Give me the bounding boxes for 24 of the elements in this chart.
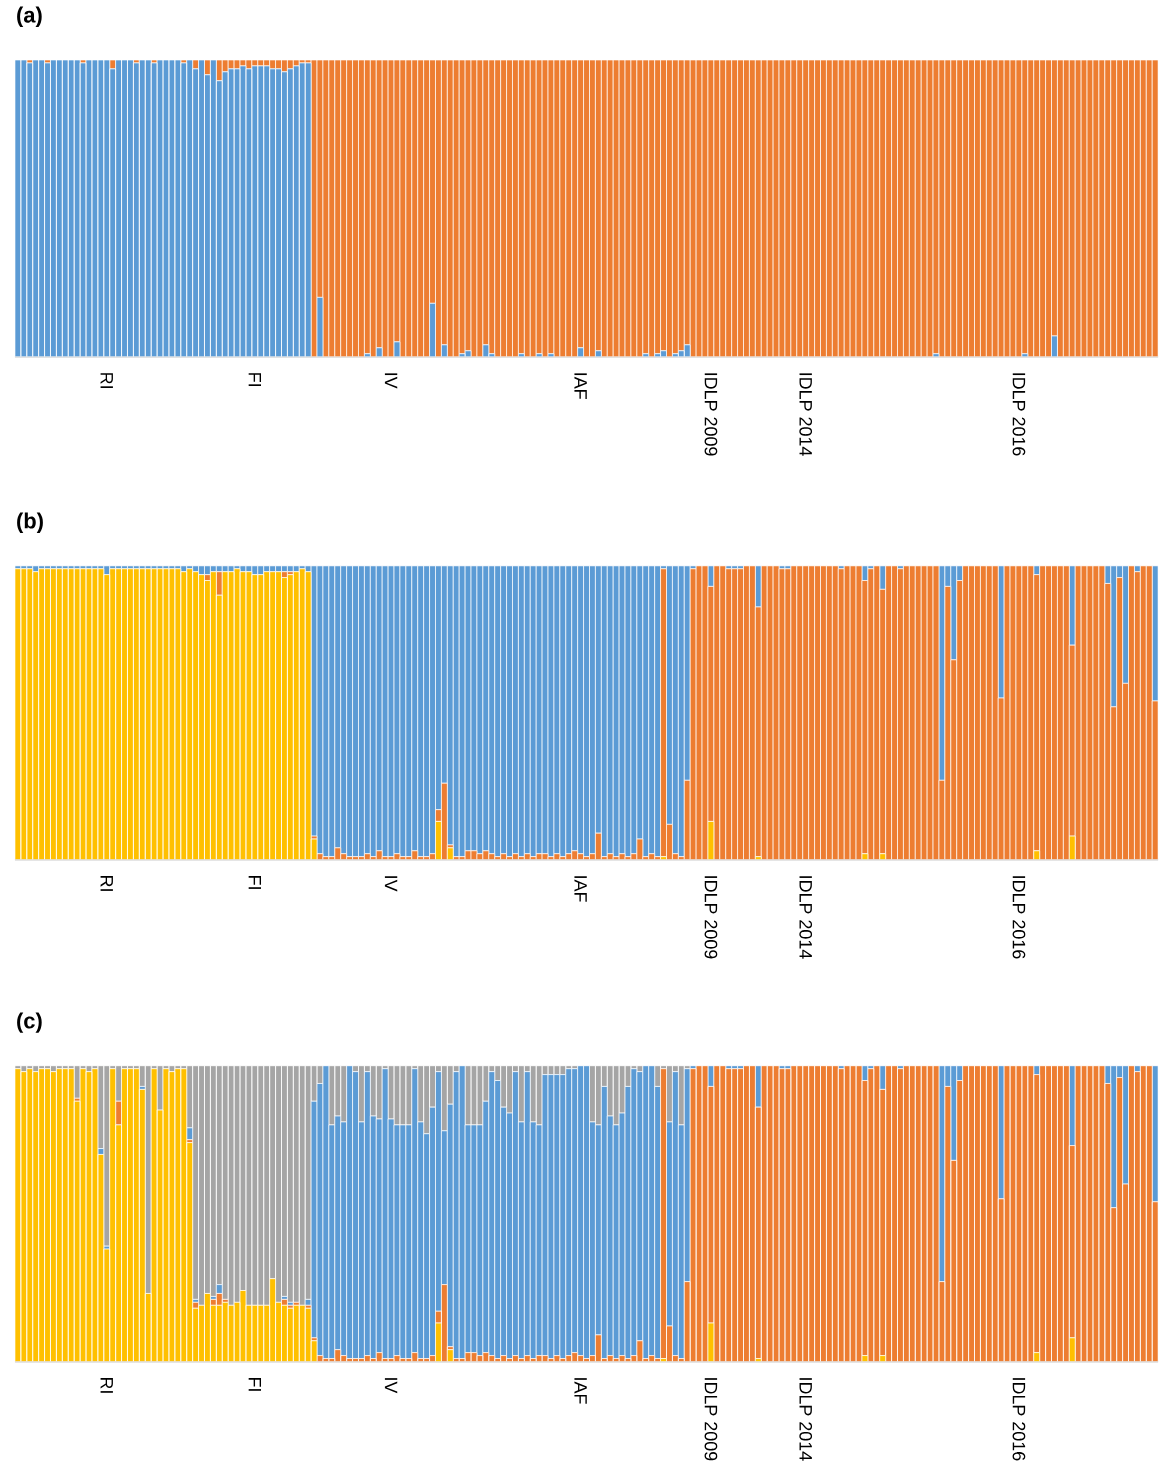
x-tick-label: IAF	[574, 373, 587, 399]
x-tick-label: IDLP 2016	[1012, 373, 1026, 456]
x-tick-label: IDLP 2009	[704, 1378, 718, 1461]
x-tick-label: IDLP 2014	[799, 373, 812, 456]
x-tick-label: IDLP 2014	[799, 876, 812, 959]
x-tick-label: IDLP 2016	[1012, 1378, 1026, 1461]
x-tick-label: IDLP 2016	[1012, 876, 1026, 959]
chart-title: (c)	[17, 1012, 42, 1033]
x-tick-label: IDLP 2009	[704, 876, 718, 959]
x-tick-label: IDLP 2014	[799, 1378, 812, 1461]
x-tick-label: RI	[100, 373, 113, 388]
x-tick-label: IAF	[574, 1378, 587, 1404]
chart-title: (b)	[17, 512, 43, 533]
x-tick-label: IDLP 2009	[704, 373, 718, 456]
x-tick-label: FI	[248, 373, 261, 387]
x-tick-label: IV	[384, 1378, 398, 1394]
x-tick-label: RI	[100, 876, 113, 891]
x-tick-label: FI	[248, 876, 261, 889]
chart-title: (a)	[17, 6, 42, 28]
x-tick-label: IV	[384, 876, 398, 892]
x-tick-label: FI	[248, 1377, 261, 1391]
x-tick-label: RI	[100, 1377, 113, 1393]
x-tick-label: IV	[384, 373, 398, 389]
x-tick-label: IAF	[574, 876, 587, 902]
